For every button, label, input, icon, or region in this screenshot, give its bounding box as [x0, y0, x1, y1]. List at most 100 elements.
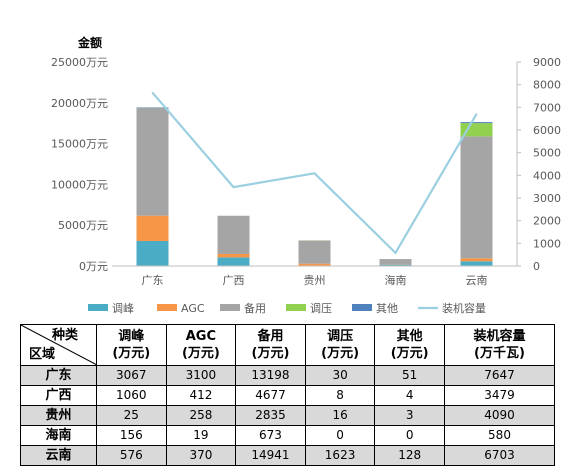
- table-value-cell: 3100: [165, 365, 237, 386]
- y-left-tick-label: 0万元: [79, 260, 108, 273]
- table-region-cell: 贵州: [20, 405, 97, 426]
- y-axis-left: 0万元 5000万元 10000万元 15000万元 20000万元 25000万元: [51, 56, 108, 273]
- table-value-cell: 580: [444, 425, 555, 446]
- legend-swatch: [352, 304, 372, 311]
- table-header-text: 其他: [396, 329, 423, 344]
- x-tick-label: 广西: [223, 274, 245, 287]
- bar-segment: [460, 261, 493, 266]
- table-header-row: 种类 区域 调峰 (万元) AGC (万元) 备用 (万元) 调压 (万元) 其他 (万元) 装机容…: [20, 324, 555, 366]
- table-header-text: 调压: [327, 329, 354, 344]
- x-tick-label: 海南: [385, 273, 407, 287]
- bar-segment: [136, 107, 169, 216]
- y-left-tick-label: 5000万元: [58, 219, 108, 232]
- y-axis-right: 0 1000 2000 3000 4000 5000 6000 7000 8000 9000: [516, 56, 561, 273]
- table-header-text: (万千瓦): [474, 346, 525, 361]
- table-value-cell: 0: [374, 425, 445, 446]
- table-value-cell: 4: [374, 385, 445, 406]
- table-value-cell: 258: [165, 405, 237, 426]
- table-header-cell: AGC (万元): [165, 324, 237, 366]
- table-value-cell: 576: [96, 445, 167, 466]
- y-left-tick-label: 25000万元: [51, 56, 108, 69]
- capacity-line-series: [151, 91, 478, 255]
- table-region-cell: 广西: [20, 385, 97, 406]
- corner-label-region: 区域: [29, 347, 56, 362]
- bar-segment: [460, 258, 493, 262]
- table-value-cell: 1623: [304, 445, 376, 466]
- bar-segment: [298, 240, 331, 264]
- table-header-cell: 其他 (万元): [374, 324, 445, 366]
- table-value-cell: 1060: [96, 385, 167, 406]
- table-header-cell: 备用 (万元): [235, 324, 306, 366]
- y-right-tick-label: 0: [533, 260, 540, 273]
- table-header-text: 调峰: [118, 329, 145, 344]
- table-value-cell: 2835: [235, 405, 306, 426]
- x-axis: 广东 广西 贵州 海南 云南: [112, 265, 517, 287]
- y-right-tick-label: 8000: [533, 79, 561, 92]
- table-header-text: (万元): [251, 346, 290, 361]
- table-region-cell: 广东: [20, 365, 97, 386]
- table-value-cell: 673: [235, 425, 306, 446]
- table-value-cell: 156: [96, 425, 167, 446]
- legend-label: 其他: [376, 302, 398, 315]
- table-header-text: (万元): [321, 346, 360, 361]
- table-value-cell: 370: [165, 445, 237, 466]
- capacity-point: [151, 91, 154, 94]
- y-right-tick-label: 7000: [533, 101, 561, 114]
- y-axis-title: 金额: [77, 35, 102, 50]
- bar-segment: [460, 136, 493, 259]
- table-value-cell: 4677: [235, 385, 306, 406]
- legend-label: 装机容量: [442, 301, 486, 315]
- capacity-point: [394, 252, 397, 254]
- y-right-tick-label: 6000: [533, 124, 561, 137]
- table-value-cell: 19: [165, 425, 237, 446]
- table-header-cell: 调峰 (万元): [96, 324, 167, 366]
- table-header-text: AGC: [185, 329, 217, 344]
- legend-swatch: [220, 304, 240, 311]
- table-value-cell: 128: [374, 445, 445, 466]
- y-right-tick-label: 3000: [533, 192, 561, 205]
- table-value-cell: 30: [304, 365, 376, 386]
- table-value-cell: 51: [374, 365, 445, 386]
- table-header-text: 装机容量: [473, 329, 526, 344]
- y-left-tick-label: 20000万元: [51, 97, 108, 110]
- table-corner-cell: 种类 区域: [20, 324, 97, 366]
- legend-label: AGC: [181, 302, 205, 315]
- y-right-tick-label: 1000: [533, 237, 561, 250]
- capacity-point: [475, 113, 478, 115]
- table-header-text: 备用: [257, 329, 284, 344]
- legend-label: 备用: [244, 301, 266, 315]
- bar-segment: [217, 257, 250, 266]
- y-right-tick-label: 9000: [533, 56, 561, 69]
- table-value-cell: 3479: [444, 385, 555, 406]
- bar-segment: [217, 253, 250, 258]
- legend-swatch: [88, 304, 108, 311]
- bar-segment: [460, 122, 493, 124]
- table-value-cell: 4090: [444, 405, 555, 426]
- y-right-tick-label: 4000: [533, 169, 561, 182]
- table-row: 广西 1060 412 4677 8 4 3479: [20, 385, 555, 406]
- table-header-text: (万元): [181, 346, 220, 361]
- data-table: 种类 区域 调峰 (万元) AGC (万元) 备用 (万元) 调压 (万元) 其他 (万元) 装机容…: [20, 324, 555, 466]
- legend: 调峰 AGC 备用 调压 其他 装机容量: [88, 301, 486, 315]
- y-right-tick-label: 5000: [533, 147, 561, 160]
- capacity-point: [313, 172, 316, 175]
- table-row: 贵州 25 258 2835 16 3 4090: [20, 405, 555, 426]
- bar-segment: [136, 240, 169, 266]
- table-value-cell: 8: [304, 385, 376, 406]
- table-row: 云南 576 370 14941 1623 128 6703: [20, 445, 555, 466]
- bar-segment: [298, 263, 331, 266]
- table-header-text: (万元): [390, 346, 429, 361]
- x-tick-label: 云南: [466, 274, 488, 287]
- table-header-cell: 调压 (万元): [304, 324, 376, 366]
- bar-segment: [379, 264, 412, 266]
- table-header-cell: 装机容量 (万千瓦): [444, 324, 555, 366]
- bar-series: [136, 107, 493, 266]
- y-left-tick-label: 15000万元: [51, 138, 108, 151]
- y-left-tick-label: 10000万元: [51, 178, 108, 191]
- table-value-cell: 14941: [235, 445, 306, 466]
- table-value-cell: 3067: [96, 365, 167, 386]
- table-value-cell: 16: [304, 405, 376, 426]
- chart: 金额 0万元 5000万元 10000万元 15000万元 20000万元 25000万元…: [51, 35, 561, 315]
- capacity-point: [232, 186, 235, 188]
- legend-swatch: [286, 304, 306, 311]
